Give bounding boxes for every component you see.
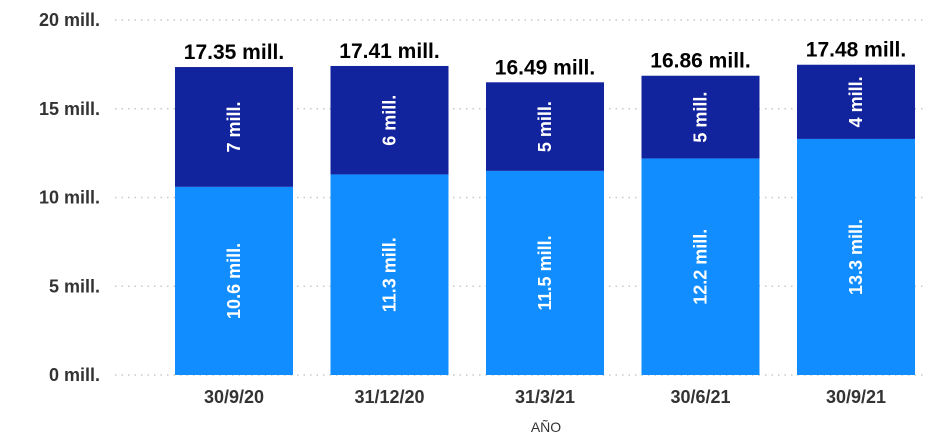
segment-data-label: 13.3 mill.: [846, 219, 866, 295]
bar-segment-upper: [797, 64, 915, 139]
segment-data-label: 11.5 mill.: [535, 235, 555, 310]
segment-data-label: 5 mill.: [691, 92, 711, 143]
data-labels: 10.6 mill. 7 mill. 17.35 mill. 11.3 mill. 6 …: [184, 39, 906, 319]
y-tick-label: 5 mill.: [49, 276, 100, 296]
bar-segment-lower: [486, 170, 604, 375]
x-tick-label: 30/6/21: [670, 387, 730, 407]
bar-segment-upper: [330, 65, 449, 175]
segment-data-label: 7 mill.: [224, 101, 244, 152]
segment-data-label: 6 mill.: [380, 95, 400, 146]
x-tick-label: 31/12/20: [354, 387, 424, 407]
segment-data-label: 12.2 mill.: [691, 229, 711, 305]
x-tick-label: 31/3/21: [515, 387, 575, 407]
segment-data-label: 11.3 mill.: [380, 237, 400, 312]
bars: [175, 64, 915, 375]
bar-segment-lower: [175, 186, 293, 375]
total-data-label: 17.48 mill.: [806, 39, 906, 62]
x-axis-title: AÑO: [531, 419, 561, 435]
y-tick-label: 20 mill.: [39, 10, 100, 30]
y-tick-label: 0 mill.: [49, 365, 100, 385]
total-data-label: 17.35 mill.: [184, 41, 284, 64]
y-axis-ticks: 0 mill. 5 mill. 10 mill. 15 mill. 20 mill.: [39, 10, 100, 385]
bar-segment-lower: [330, 174, 449, 375]
x-axis-ticks: 30/9/20 31/12/20 31/3/21 30/6/21 30/9/21: [204, 387, 886, 407]
bar-segment-lower: [641, 158, 760, 375]
x-tick-label: 30/9/20: [204, 387, 264, 407]
bar-segment-upper: [486, 82, 604, 171]
total-data-label: 16.49 mill.: [495, 56, 595, 79]
segment-data-label: 4 mill.: [846, 76, 866, 127]
y-tick-label: 15 mill.: [39, 99, 100, 119]
x-tick-label: 30/9/21: [826, 387, 886, 407]
bar-segment-upper: [175, 67, 293, 187]
total-data-label: 16.86 mill.: [650, 50, 750, 73]
segment-data-label: 10.6 mill.: [224, 243, 244, 319]
bar-segment-upper: [641, 75, 760, 159]
y-tick-label: 10 mill.: [39, 188, 100, 208]
segment-data-label: 5 mill.: [535, 101, 555, 152]
bar-segment-lower: [797, 138, 915, 375]
total-data-label: 17.41 mill.: [339, 40, 439, 63]
